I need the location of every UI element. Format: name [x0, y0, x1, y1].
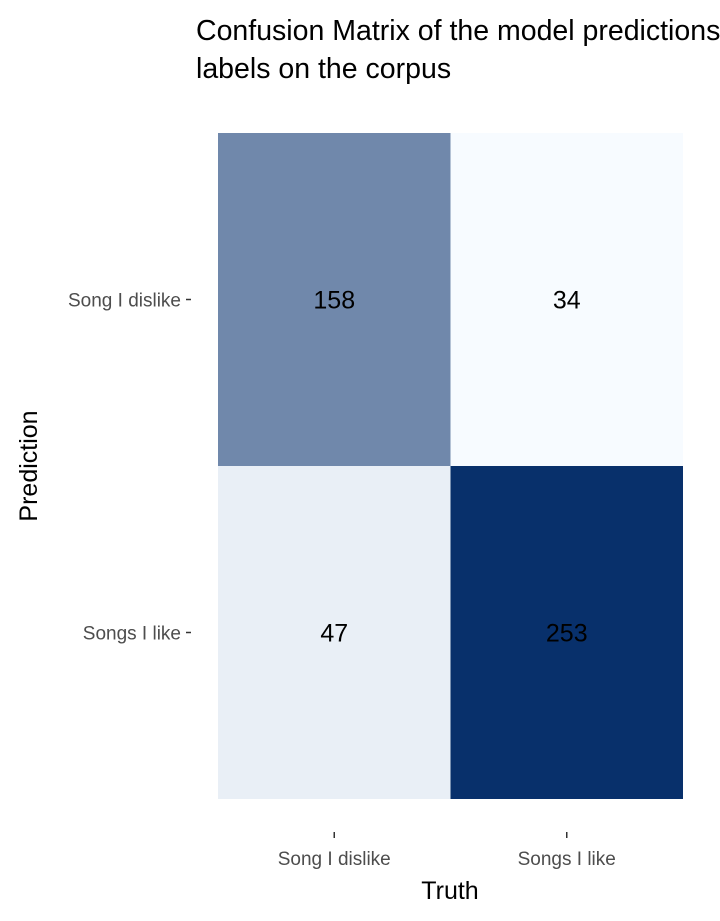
- cell-value-label: 253: [546, 620, 588, 648]
- heatmap-cell: [218, 133, 451, 466]
- x-tick-label: Songs I like: [518, 849, 616, 870]
- cell-value-label: 47: [320, 620, 348, 648]
- heatmap-cells: 158 34 47 253: [218, 133, 683, 799]
- chart-title-line-1: Confusion Matrix of the model prediction…: [196, 15, 720, 47]
- cell-value-label: 34: [553, 287, 581, 315]
- x-axis-ticks: Song I dislike Songs I like: [278, 832, 616, 870]
- y-axis-ticks: Song I dislike Songs I like: [68, 291, 191, 645]
- heatmap-cell: [450, 133, 683, 466]
- heatmap-cell: [218, 466, 451, 799]
- y-tick-label: Song I dislike: [68, 291, 181, 312]
- cell-value-label: 158: [313, 287, 355, 315]
- heatmap-cell: [450, 466, 683, 799]
- y-tick-label: Songs I like: [83, 624, 181, 645]
- chart-title: Confusion Matrix of the model prediction…: [196, 12, 720, 88]
- x-tick-label: Song I dislike: [278, 849, 391, 870]
- y-axis-title: Prediction: [15, 410, 43, 521]
- x-axis-title: Truth: [421, 877, 478, 905]
- chart-title-line-2: labels on the corpus: [196, 53, 452, 85]
